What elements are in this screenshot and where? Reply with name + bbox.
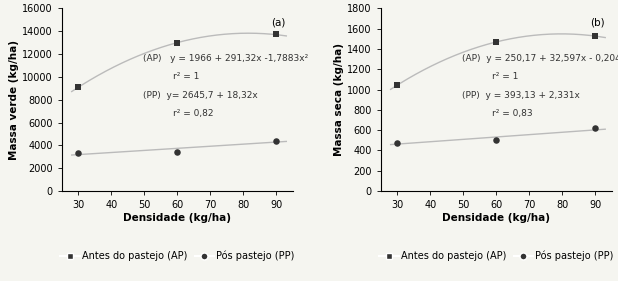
Y-axis label: Massa seca (kg/ha): Massa seca (kg/ha) [334, 43, 344, 156]
Text: (PP)  y = 393,13 + 2,331x: (PP) y = 393,13 + 2,331x [462, 90, 580, 100]
Text: (b): (b) [590, 17, 605, 28]
Legend: Antes do pastejo (AP), Pós pastejo (PP): Antes do pastejo (AP), Pós pastejo (PP) [375, 247, 617, 265]
X-axis label: Densidade (kg/ha): Densidade (kg/ha) [442, 213, 550, 223]
Point [590, 125, 600, 130]
Text: r² = 0,83: r² = 0,83 [492, 109, 532, 118]
Text: r² = 0,82: r² = 0,82 [172, 109, 213, 118]
Text: (AP)   y = 1966 + 291,32x -1,7883x²: (AP) y = 1966 + 291,32x -1,7883x² [143, 54, 308, 63]
Point [392, 141, 402, 146]
Point [74, 151, 83, 156]
Point [172, 149, 182, 154]
Point [392, 82, 402, 87]
Point [491, 40, 501, 44]
Legend: Antes do pastejo (AP), Pós pastejo (PP): Antes do pastejo (AP), Pós pastejo (PP) [56, 247, 298, 265]
Text: (PP)  y= 2645,7 + 18,32x: (PP) y= 2645,7 + 18,32x [143, 90, 258, 100]
Y-axis label: Massa verde (kg/ha): Massa verde (kg/ha) [9, 40, 19, 160]
Text: r² = 1: r² = 1 [172, 72, 199, 81]
Text: (a): (a) [271, 17, 286, 28]
Point [271, 32, 281, 36]
Point [74, 85, 83, 89]
Point [271, 139, 281, 144]
Text: (AP)  y = 250,17 + 32,597x - 0,2045x²: (AP) y = 250,17 + 32,597x - 0,2045x² [462, 54, 618, 63]
Point [491, 138, 501, 142]
X-axis label: Densidade (kg/ha): Densidade (kg/ha) [124, 213, 231, 223]
Text: r² = 1: r² = 1 [492, 72, 518, 81]
Point [590, 33, 600, 38]
Point [172, 40, 182, 45]
